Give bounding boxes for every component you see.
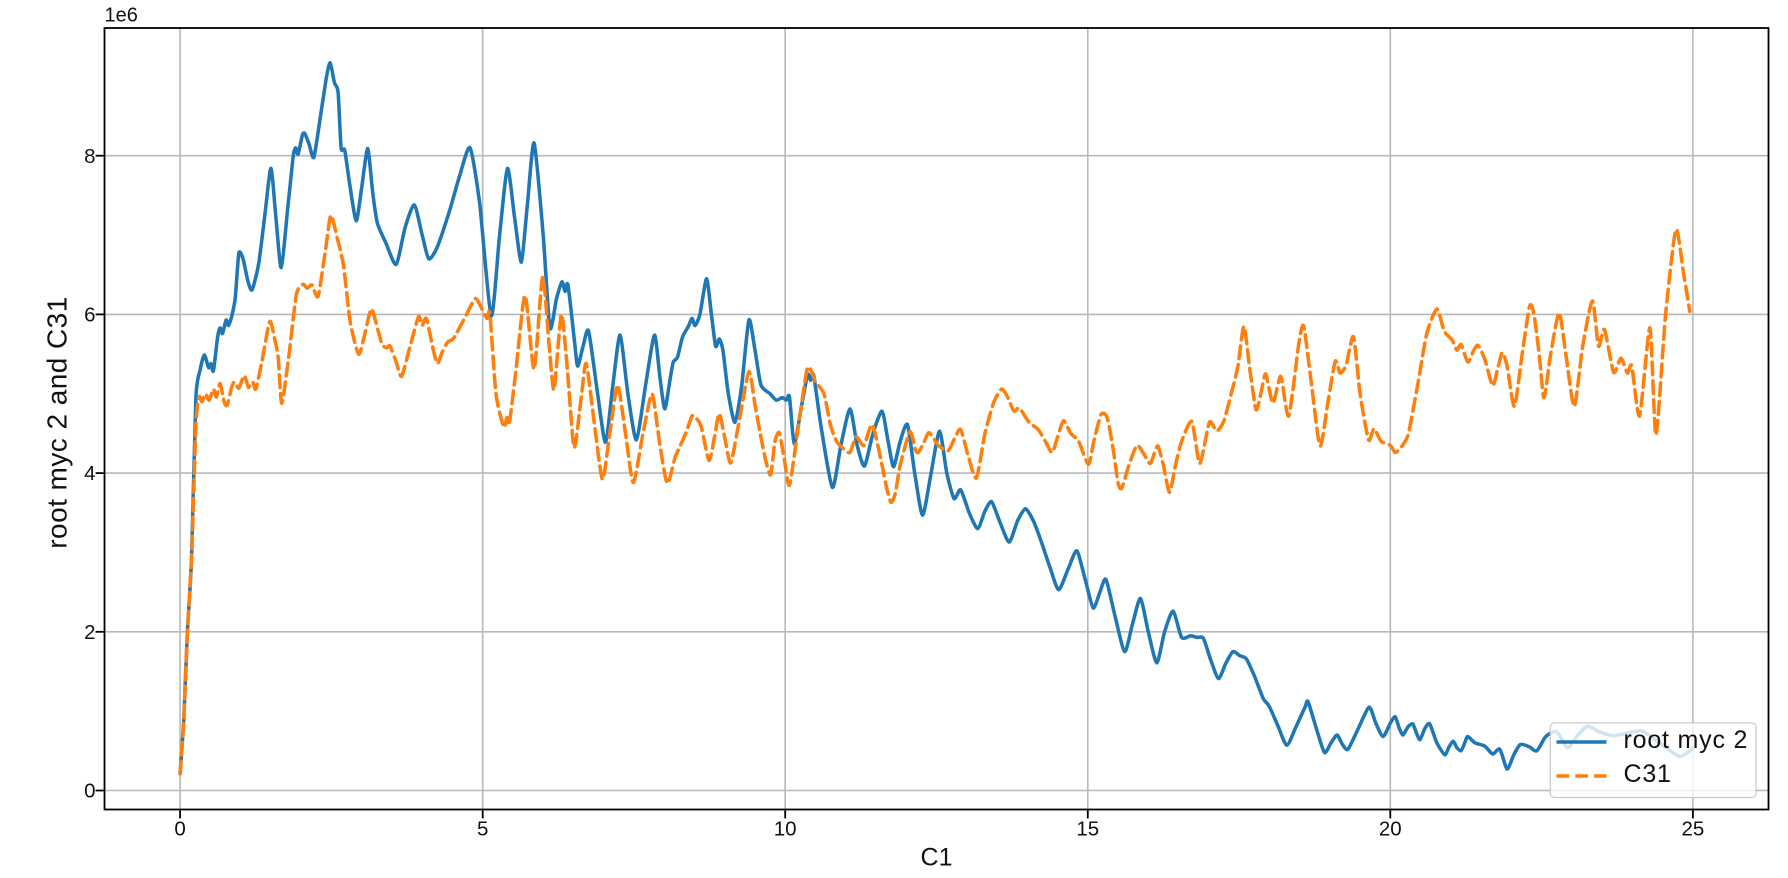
svg-text:0: 0 (84, 780, 95, 803)
svg-text:6: 6 (84, 304, 95, 327)
svg-text:8: 8 (84, 145, 95, 168)
svg-text:1e6: 1e6 (105, 5, 138, 27)
svg-text:0: 0 (174, 818, 185, 841)
svg-text:root myc 2 and C31: root myc 2 and C31 (42, 296, 73, 548)
svg-text:C1: C1 (921, 844, 953, 872)
svg-text:C31: C31 (1624, 760, 1672, 788)
svg-text:4: 4 (84, 462, 95, 485)
svg-text:10: 10 (774, 818, 797, 841)
svg-text:15: 15 (1076, 818, 1099, 841)
svg-text:25: 25 (1681, 818, 1704, 841)
svg-text:5: 5 (477, 818, 488, 841)
svg-text:2: 2 (84, 621, 95, 644)
svg-text:root myc 2: root myc 2 (1624, 726, 1749, 754)
svg-text:20: 20 (1379, 818, 1402, 841)
